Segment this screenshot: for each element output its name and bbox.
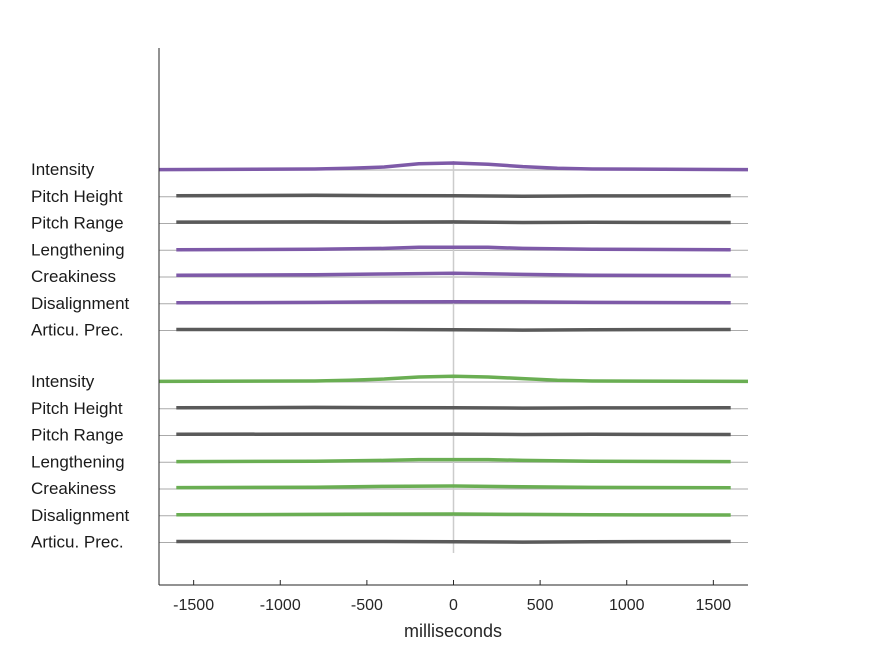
series-layer [158, 161, 749, 544]
row-label-group1-row2: Pitch Range [31, 426, 124, 445]
x-axis-title: milliseconds [404, 621, 502, 641]
x-tick-label-2: -500 [351, 597, 383, 614]
x-tick-label-1: -1000 [260, 597, 301, 614]
x-tick-label-4: 500 [527, 597, 554, 614]
series-line-group0-row0 [158, 161, 749, 172]
series-line-group1-row4 [176, 484, 731, 490]
row-label-group1-row5: Disalignment [31, 506, 130, 525]
series-line-group0-row4 [176, 271, 731, 278]
axes-layer: -1500 -1000 -500 0 500 1000 1500 [158, 48, 748, 614]
series-line-group1-row5 [176, 512, 731, 517]
row-label-group0-row0: Intensity [31, 160, 95, 179]
row-label-group0-row3: Lengthening [31, 240, 125, 259]
x-tick-label-3: 0 [449, 597, 458, 614]
row-label-group1-row3: Lengthening [31, 452, 125, 471]
row-label-group1-row1: Pitch Height [31, 399, 123, 418]
row-label-group1-row0: Intensity [31, 372, 95, 391]
series-line-group0-row6 [176, 327, 731, 332]
row-label-group0-row4: Creakiness [31, 267, 116, 286]
x-tick-label-0: -1500 [173, 597, 214, 614]
x-tick-label-6: 1500 [696, 597, 732, 614]
row-label-group1-row4: Creakiness [31, 479, 116, 498]
series-line-group1-row0 [158, 374, 749, 384]
row-label-group0-row5: Disalignment [31, 294, 130, 313]
row-label-group1-row6: Articu. Prec. [31, 533, 124, 552]
row-label-group0-row6: Articu. Prec. [31, 321, 124, 340]
x-tick-label-5: 1000 [609, 597, 645, 614]
row-label-group0-row1: Pitch Height [31, 187, 123, 206]
series-line-group0-row5 [176, 300, 731, 305]
row-label-group0-row2: Pitch Range [31, 214, 124, 233]
series-line-group0-row3 [176, 245, 731, 252]
series-line-group1-row3 [176, 457, 731, 464]
row-labels-layer: Intensity Pitch Height Pitch Range Lengthen… [31, 160, 130, 552]
series-line-group0-row2 [176, 220, 731, 225]
series-line-group1-row6 [176, 539, 731, 544]
series-line-group1-row1 [176, 405, 731, 410]
series-line-group0-row1 [176, 193, 731, 198]
